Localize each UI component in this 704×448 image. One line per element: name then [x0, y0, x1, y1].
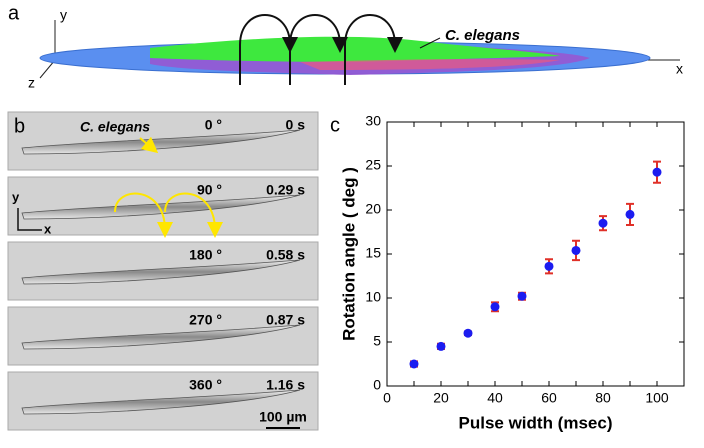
point — [490, 302, 500, 312]
panel-label: b — [14, 115, 25, 137]
panel-b: 0 ° 0 s 90 ° 0.29 s 180 ° 0.58 s 270 ° 0.87 s 36… — [7, 111, 319, 431]
y-tick-label: 5 — [373, 333, 381, 349]
axis-label: x — [676, 61, 683, 77]
point — [571, 245, 581, 255]
frame-time: 0.87 s — [266, 312, 305, 328]
axis-label: x — [44, 221, 52, 236]
plot-frame — [386, 121, 685, 387]
y-tick-label: 10 — [365, 289, 381, 305]
point — [517, 291, 527, 301]
annotation: C. elegans — [445, 27, 520, 44]
frame-angle: 0 ° — [205, 117, 222, 133]
point — [544, 261, 554, 271]
frame-time: 0.29 s — [266, 182, 305, 198]
point — [625, 209, 635, 219]
axis-label: z — [28, 75, 35, 91]
axis-label: y — [12, 189, 20, 204]
worm — [21, 129, 301, 155]
frame-angle: 360 ° — [189, 377, 222, 393]
x-tick-label: 40 — [487, 390, 503, 406]
rotation-arrow — [164, 192, 223, 238]
worm-layer — [150, 36, 560, 62]
scale-label: 100 µm — [259, 409, 307, 425]
y-axis-title: Rotation angle ( deg ) — [339, 167, 358, 341]
worm — [21, 259, 301, 285]
x-tick-label: 60 — [541, 390, 557, 406]
x-axis-title: Pulse width (msec) — [459, 413, 613, 432]
panel-label: c — [330, 114, 340, 136]
panel-c: c 0 20 40 60 80 100 0 5 10 15 20 25 30 Pulse width (m… — [330, 113, 685, 432]
point — [652, 167, 662, 177]
worm-layer — [300, 59, 560, 70]
axis-lines — [17, 208, 42, 231]
x-tick-label: 80 — [595, 390, 611, 406]
worm — [21, 194, 301, 220]
frame-angle: 180 ° — [189, 247, 222, 263]
x-tick-label: 0 — [383, 390, 391, 406]
worm — [21, 389, 301, 415]
frame-time: 0.58 s — [266, 247, 305, 263]
annotation: C. elegans — [80, 119, 150, 135]
point — [598, 218, 608, 228]
panel-a: a C. elegans y z x — [8, 2, 683, 90]
axis-label: y — [60, 7, 67, 23]
frame-angle: 270 ° — [189, 312, 222, 328]
rotation-arrows — [239, 14, 403, 85]
worm — [21, 324, 301, 350]
x-tick-label: 20 — [433, 390, 449, 406]
y-tick-label: 20 — [365, 201, 381, 217]
y-tick-label: 25 — [365, 157, 381, 173]
panel-label: a — [8, 2, 20, 24]
frame-time: 1.16 s — [266, 377, 305, 393]
rotation-arrow — [114, 192, 173, 238]
y-tick-label: 15 — [365, 245, 381, 261]
x-tick-label: 100 — [645, 390, 669, 406]
frame-angle: 90 ° — [197, 182, 222, 198]
point — [436, 341, 446, 351]
frame-time: 0 s — [286, 117, 306, 133]
point — [463, 328, 473, 338]
point — [409, 359, 419, 369]
y-tick-label: 0 — [373, 377, 381, 393]
pointer — [139, 136, 159, 154]
pointer — [419, 37, 441, 49]
y-tick-label: 30 — [365, 113, 381, 129]
